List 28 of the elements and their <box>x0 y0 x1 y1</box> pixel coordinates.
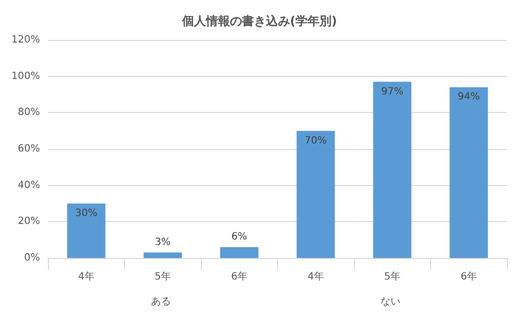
y-tick-label: 40% <box>18 180 40 191</box>
data-label: 3% <box>154 237 171 248</box>
x-tick-label: 6年 <box>460 270 477 282</box>
x-tick-label: 6年 <box>231 270 248 282</box>
bar <box>220 247 258 258</box>
y-tick-label: 80% <box>18 107 40 118</box>
y-tick-label: 60% <box>18 144 40 154</box>
bar <box>450 87 488 258</box>
data-label: 97% <box>381 86 404 98</box>
y-tick-label: 0% <box>24 252 40 264</box>
y-tick-label: 120% <box>11 34 40 46</box>
chart-title: 個人情報の書き込み(学年別) <box>181 14 337 28</box>
bar <box>296 130 335 258</box>
x-tick-label: 5年 <box>154 270 171 282</box>
y-tick-label: 100% <box>11 70 40 82</box>
data-label: 30% <box>75 208 98 219</box>
y-tick-label: 20% <box>18 216 40 228</box>
data-label: 70% <box>304 135 327 146</box>
bar <box>144 252 182 258</box>
text: ある <box>150 296 171 308</box>
text: ない <box>380 296 400 308</box>
x-tick-label: 4年 <box>78 270 94 282</box>
data-label: 94% <box>458 92 480 103</box>
x-tick-label: 5年 <box>384 270 400 282</box>
bar <box>67 204 106 258</box>
x-tick-label: 4年 <box>308 270 324 282</box>
data-label: 6% <box>231 232 248 243</box>
bar <box>373 82 412 258</box>
